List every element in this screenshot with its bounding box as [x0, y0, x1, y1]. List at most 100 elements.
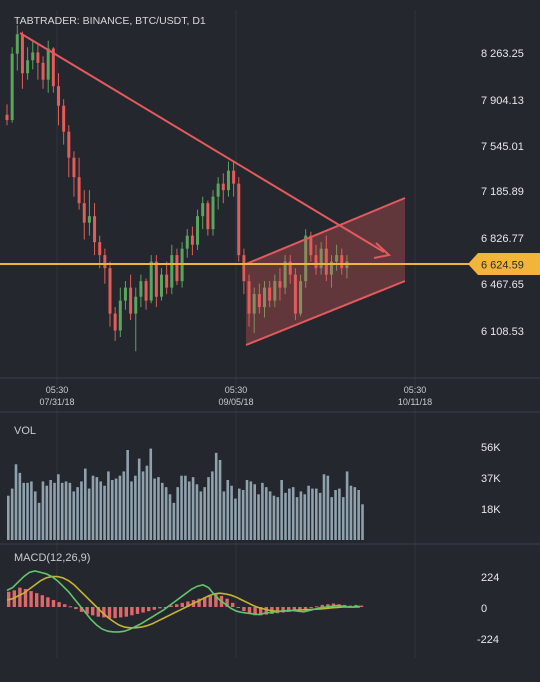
volume-bar — [145, 465, 149, 540]
volume-bar — [7, 495, 10, 540]
volume-bar — [95, 477, 99, 540]
volume-bar — [276, 497, 280, 540]
macd-histogram-bar — [298, 607, 302, 611]
volume-bar — [349, 485, 353, 540]
macd-histogram-bar — [247, 607, 252, 614]
candle-body — [278, 281, 282, 288]
volume-bar — [80, 481, 83, 540]
volume-bar — [180, 475, 183, 540]
date-tick-date: 09/05/18 — [218, 397, 253, 407]
volume-bar — [264, 487, 268, 540]
macd-histogram-bar — [253, 607, 257, 616]
candle-body — [216, 183, 220, 197]
volume-bar — [72, 491, 76, 540]
volume-bar — [176, 487, 179, 540]
volume-bar — [226, 480, 230, 540]
price-tick: 6 467.65 — [481, 279, 524, 291]
channel-upper-line[interactable] — [245, 197, 406, 265]
candlesticks — [5, 25, 349, 352]
macd-histogram-bar — [225, 598, 229, 607]
volume-bar — [168, 494, 172, 540]
volume-bar — [184, 475, 187, 540]
volume-bar — [341, 497, 345, 540]
volume-bar — [261, 482, 264, 540]
candle-body — [103, 255, 107, 269]
macd-panel[interactable]: MACD(12,26,9) 224 0 -224 — [6, 552, 499, 646]
volume-bar — [57, 474, 60, 540]
macd-tick: 0 — [481, 603, 487, 615]
candle-body — [5, 114, 9, 120]
volume-bar — [37, 502, 41, 540]
candle-body — [247, 281, 251, 314]
volume-bar — [157, 477, 160, 540]
volume-bar — [134, 475, 137, 540]
macd-histogram-bar — [287, 607, 291, 612]
volume-bar — [91, 475, 95, 540]
price-tick: 6 108.53 — [481, 326, 524, 338]
volume-bar — [299, 491, 303, 540]
candle-body — [226, 170, 230, 191]
price-tick: 6 826.77 — [481, 233, 524, 245]
candle-body — [221, 183, 225, 191]
channel-lower-line[interactable] — [245, 280, 406, 346]
candle-body — [36, 52, 40, 63]
macd-histogram-bar — [96, 607, 100, 617]
macd-histogram-bar — [359, 605, 364, 607]
macd-histogram-bar — [281, 607, 285, 613]
candle-body — [139, 281, 143, 297]
candle-body — [67, 131, 71, 158]
volume-bar — [84, 468, 87, 540]
descending-trendline[interactable] — [19, 32, 385, 253]
macd-histogram-bar — [186, 601, 190, 607]
candle-body — [340, 255, 344, 269]
candle-body — [314, 255, 318, 269]
volume-bar — [126, 450, 129, 540]
candle-body — [118, 300, 122, 331]
volume-bar — [295, 497, 299, 540]
volume-bar — [149, 448, 153, 540]
date-tick-time: 05:30 — [404, 385, 427, 395]
volume-bar — [241, 490, 245, 540]
candle-body — [288, 261, 292, 275]
macd-histogram-bar — [315, 606, 319, 608]
candle-body — [185, 235, 189, 249]
volume-bar — [315, 488, 318, 540]
macd-histogram-bar — [119, 607, 123, 618]
price-tick: 8 263.25 — [481, 48, 524, 60]
macd-histogram-bar — [57, 602, 61, 607]
candle-body — [57, 86, 60, 106]
candle-body — [154, 261, 158, 297]
price-panel[interactable]: TABTRADER: BINANCE, BTC/USDT, D1 6 624.5… — [0, 15, 540, 352]
candle-body — [196, 216, 200, 245]
volume-bar — [268, 491, 272, 540]
candle-body — [324, 248, 328, 275]
date-tick-date: 10/11/18 — [398, 397, 432, 407]
candle-body — [335, 255, 339, 262]
volume-bar — [322, 474, 326, 540]
macd-histogram-bar — [242, 607, 246, 612]
volume-bar — [334, 490, 337, 540]
macd-histogram-bar — [147, 607, 151, 612]
volume-bar — [114, 478, 118, 540]
candle-body — [134, 296, 138, 314]
macd-histogram-bar — [35, 593, 39, 607]
volume-bar — [49, 480, 52, 540]
candle-body — [242, 255, 246, 282]
candle-body — [309, 235, 313, 256]
candle-body — [165, 274, 169, 288]
volume-bar — [118, 475, 122, 540]
date-axis: 05:30 07/31/18 05:30 09/05/18 05:30 10/1… — [0, 377, 540, 413]
volume-bar — [234, 498, 237, 540]
macd-histogram-bar — [169, 605, 173, 607]
volume-bar — [30, 481, 33, 540]
volume-bar — [203, 487, 206, 540]
macd-histogram-bar — [163, 607, 168, 608]
macd-histogram-bar — [107, 607, 112, 619]
volume-bar — [330, 497, 333, 540]
volume-panel[interactable]: VOL 56K 37K 18K — [7, 425, 501, 540]
volume-bar — [187, 481, 191, 540]
volume-bar — [353, 487, 357, 540]
macd-line — [6, 570, 360, 633]
